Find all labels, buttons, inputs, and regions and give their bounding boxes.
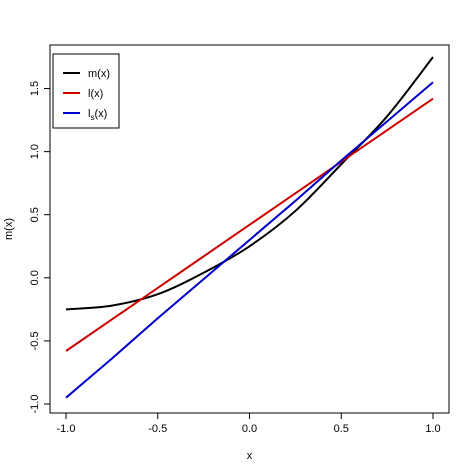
- y-tick-label: 0.0: [29, 270, 41, 285]
- y-tick-label: -0.5: [29, 331, 41, 350]
- x-tick-label: -1.0: [57, 423, 76, 435]
- legend-label-mx: m(x): [88, 68, 110, 80]
- x-axis-label: x: [247, 450, 253, 462]
- series-line-mx: [65, 56, 434, 311]
- x-tick-label: 0.0: [242, 423, 257, 435]
- legend-label-lsx-tail: (x): [94, 108, 107, 120]
- y-tick-label: 0.5: [29, 207, 41, 222]
- x-tick-label: -0.5: [148, 423, 167, 435]
- y-axis: -1.0 -0.5 0.0 0.5 1.0 1.5: [29, 81, 51, 414]
- y-axis-label: m(x): [3, 218, 15, 240]
- y-tick-label: 1.5: [29, 81, 41, 96]
- legend-label-lsx: ls(x): [88, 108, 107, 122]
- legend-box: [52, 53, 120, 129]
- series-layer: [65, 56, 434, 399]
- legend-label-lsx-main: l: [88, 108, 90, 120]
- x-axis: -1.0 -0.5 0.0 0.5 1.0: [57, 412, 441, 435]
- y-tick-label: 1.0: [29, 144, 41, 159]
- x-tick-label: 1.0: [425, 423, 440, 435]
- legend-label-lsx-sub: s: [90, 113, 94, 122]
- legend: m(x) l(x) ls(x): [52, 53, 120, 129]
- x-tick-label: 0.5: [334, 423, 349, 435]
- series-line-lsx: [65, 81, 434, 399]
- y-tick-label: -1.0: [29, 395, 41, 414]
- series-line-lx: [65, 97, 434, 352]
- legend-label-lx: l(x): [88, 88, 103, 100]
